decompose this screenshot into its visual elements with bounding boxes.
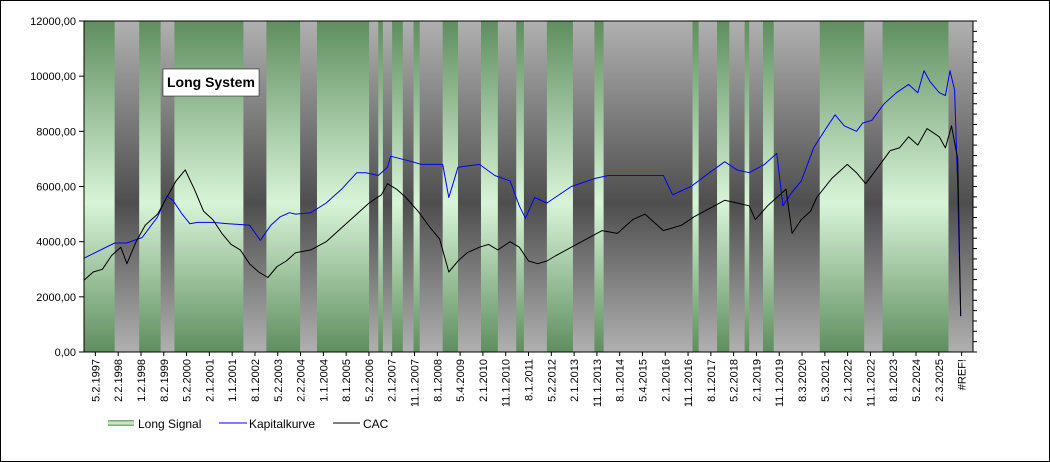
x-tick-label: 8.1.2005	[341, 359, 353, 402]
x-tick-label: 8.2.1999	[159, 359, 171, 402]
x-tick-label: 11.1.2013	[592, 359, 604, 407]
y-tick-label: 12000,00	[30, 16, 76, 28]
chart-title-box: Long System	[162, 68, 260, 97]
long-signal-band-11	[546, 21, 573, 352]
long-signal-band-1	[139, 21, 161, 352]
x-tick-label: 1.2.1998	[136, 359, 148, 402]
long-signal-band-15	[744, 21, 750, 352]
x-tick-label: 5.2.2024	[911, 359, 923, 402]
x-tick-label: 11.1.2016	[683, 359, 695, 407]
long-signal-band-10	[516, 21, 524, 352]
x-tick-label: 5.2.2003	[273, 359, 285, 402]
long-signal-band-6	[392, 21, 403, 352]
long-signal-band-16	[763, 21, 774, 352]
y-tick-label: 4000,00	[36, 237, 76, 249]
x-tick-label: 2.1.2016	[660, 359, 672, 402]
x-tick-label: 2.1.2010	[478, 359, 490, 402]
long-signal-band-8	[442, 21, 458, 352]
x-tick-label: 11.1.2007	[410, 359, 422, 407]
x-tick-label: #REF!	[957, 359, 969, 390]
long-signal-band-5	[378, 21, 383, 352]
long-signal-band-0	[84, 21, 115, 352]
x-tick-label: 5.3.2021	[820, 359, 832, 402]
x-tick-label: 5.2.1997	[90, 359, 102, 402]
x-tick-label: 5.2.2018	[729, 359, 741, 402]
legend-label-cac: CAC	[363, 417, 389, 431]
x-tick-label: 2.1.2022	[843, 359, 855, 402]
series-line-cac	[83, 125, 962, 317]
chart-title: Long System	[167, 74, 255, 90]
y-tick-label: 0,00	[55, 347, 76, 359]
long-signal-band-14	[717, 21, 730, 352]
x-tick-label: 11.1.2022	[865, 359, 877, 407]
chart-title-background	[162, 68, 260, 97]
x-tick-label: 2.2.1998	[113, 359, 125, 402]
series-layer	[83, 70, 962, 317]
x-tick-label: 2.2.2004	[296, 359, 308, 402]
long-signal-band-7	[413, 21, 420, 352]
x-tick-label: 5.4.2015	[638, 359, 650, 402]
y-tick-label: 10000,00	[30, 71, 76, 83]
y-tick-label: 6000,00	[36, 182, 76, 194]
y-tick-label: 8000,00	[36, 126, 76, 138]
legend: Long Signal Kapitalkurve CAC	[108, 417, 389, 431]
x-tick-label: 5.2.2012	[546, 359, 558, 402]
x-tick-label: 2.3.2025	[934, 359, 946, 402]
legend-label-long-signal: Long Signal	[138, 417, 201, 431]
legend-label-kapitalkurve: Kapitalkurve	[249, 417, 315, 431]
x-tick-label: 2.1.2001	[204, 359, 216, 402]
x-tick-label: 1.1.2001	[227, 359, 239, 402]
legend-swatch-long-signal	[108, 420, 134, 426]
long-signal-band-18	[882, 21, 949, 352]
x-tick-label: 2.1.2019	[751, 359, 763, 402]
x-tick-label: 8.1.2002	[250, 359, 262, 402]
long-signal-band-4	[316, 21, 370, 352]
x-tick-label: 8.1.2014	[615, 359, 627, 402]
long-signal-band-9	[480, 21, 498, 352]
long-signal-band-3	[266, 21, 301, 352]
x-tick-label: 2.1.2007	[387, 359, 399, 402]
x-tick-label: 5.4.2009	[455, 359, 467, 402]
long-signal-band-12	[594, 21, 604, 352]
x-tick-label: 8.1.2008	[432, 359, 444, 402]
x-tick-label: 11.1.2019	[774, 359, 786, 407]
x-tick-label: 5.2.2000	[182, 359, 194, 402]
x-tick-label: 2.1.2013	[569, 359, 581, 402]
series-line-kapitalkurve	[83, 70, 962, 317]
y-tick-label: 2000,00	[36, 292, 76, 304]
x-tick-label: 1.1.2004	[318, 359, 330, 402]
x-tick-label: 5.2.2006	[364, 359, 376, 402]
axes-layer: 0,00 2000,00 4000,00 6000,00 8000,00 10000,00…	[30, 16, 977, 407]
x-tick-label: 8.1.2011	[524, 359, 536, 401]
x-tick-label: 11.1.2010	[501, 359, 513, 407]
x-tick-label: 8.1.2023	[888, 359, 900, 402]
x-tick-label: 8.1.2017	[706, 359, 718, 402]
long-signal-band-13	[692, 21, 699, 352]
long-signal-band-17	[819, 21, 865, 352]
x-tick-label: 8.3.2020	[797, 359, 809, 402]
